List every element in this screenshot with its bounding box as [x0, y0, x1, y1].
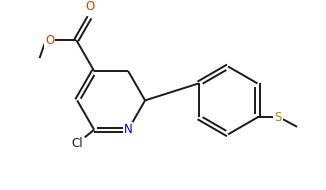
Text: Cl: Cl: [71, 136, 83, 150]
Text: N: N: [124, 123, 132, 136]
Text: S: S: [274, 111, 282, 124]
Text: O: O: [85, 1, 94, 13]
Text: O: O: [45, 34, 54, 47]
